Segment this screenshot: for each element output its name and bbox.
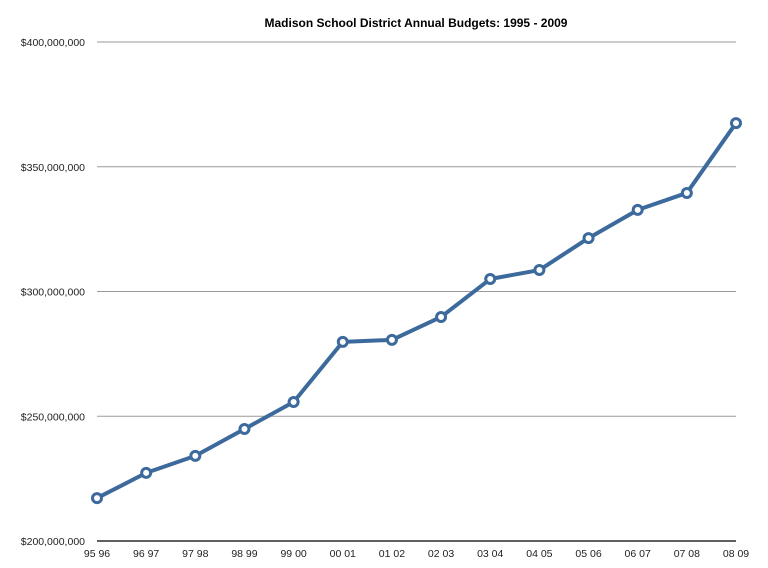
x-tick-label: 96 97	[133, 548, 159, 560]
data-point	[287, 396, 300, 409]
series	[91, 117, 742, 505]
data-point	[631, 203, 644, 216]
data-point	[238, 422, 251, 435]
x-tick-label: 01 02	[379, 548, 405, 560]
x-tick-label: 06 07	[625, 548, 651, 560]
grid	[97, 41, 736, 542]
x-tick-label: 07 08	[674, 548, 700, 560]
x-tick-label: 08 09	[723, 548, 749, 560]
x-tick-label: 03 04	[477, 548, 503, 560]
data-point	[189, 449, 202, 462]
data-point	[484, 273, 497, 286]
x-tick-label: 97 98	[182, 548, 208, 560]
x-tick-label: 99 00	[280, 548, 306, 560]
data-point	[435, 310, 448, 323]
x-axis: 95 96 96 97 97 98 98 99 99 00 00 01 01 02 02 03…	[84, 548, 749, 560]
data-point	[730, 117, 742, 130]
x-tick-label: 95 96	[84, 548, 110, 560]
x-tick-label: 05 06	[575, 548, 601, 560]
y-tick-label: $300,000,000	[21, 287, 85, 299]
y-tick-label: $350,000,000	[21, 162, 85, 174]
series-line	[96, 121, 738, 500]
data-point	[336, 335, 349, 348]
data-point	[533, 264, 546, 277]
x-tick-label: 04 05	[526, 548, 552, 560]
data-point	[385, 333, 398, 346]
data-point	[140, 466, 153, 479]
x-tick-label: 98 99	[231, 548, 257, 560]
chart-title: Madison School District Annual Budgets: …	[265, 16, 568, 30]
y-tick-label: $200,000,000	[21, 536, 85, 548]
y-tick-label: $250,000,000	[21, 411, 85, 423]
y-tick-label: $400,000,000	[21, 37, 85, 49]
data-point	[582, 232, 595, 245]
x-tick-label: 00 01	[330, 548, 356, 560]
data-point	[91, 492, 103, 505]
y-axis: $200,000,000 $250,000,000 $300,000,000 $350…	[21, 37, 85, 548]
data-point	[680, 186, 693, 199]
x-tick-label: 02 03	[428, 548, 454, 560]
